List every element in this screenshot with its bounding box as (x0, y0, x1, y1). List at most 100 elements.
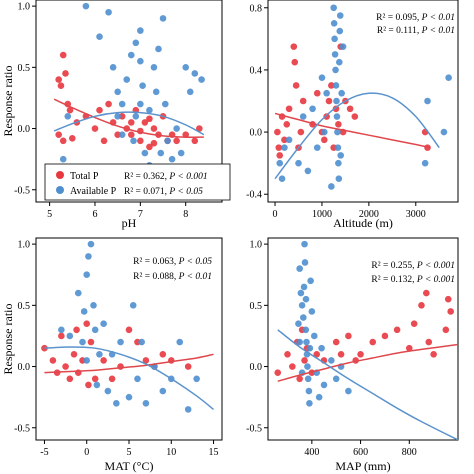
data-point (191, 70, 199, 77)
y-tick-label: 0.5 (18, 63, 31, 74)
data-point (62, 363, 69, 370)
y-axis-label: Response ratio (1, 66, 15, 137)
x-tick-label: 5 (127, 447, 132, 458)
legend-label-available-p: Available P (70, 186, 117, 197)
legend-stat-total-p: R² = 0.362, P < 0.001 (124, 172, 208, 182)
data-point (62, 70, 69, 77)
data-point (74, 289, 82, 297)
data-point (91, 326, 99, 334)
data-point (304, 167, 312, 175)
data-point (125, 326, 133, 334)
stat-label-total-p: R² = 0.095, P < 0.01 (376, 13, 455, 23)
data-point (345, 387, 352, 395)
data-point (320, 136, 328, 144)
data-point (55, 131, 62, 138)
series-total-p (274, 43, 431, 159)
legend-stat-total-p-r2: R² = 0.362, (124, 172, 167, 182)
data-point (339, 43, 347, 50)
data-point (80, 308, 88, 315)
y-tick-label: 0.0 (18, 124, 31, 135)
data-point (410, 320, 418, 327)
stat-label-total-p: R² = 0.063, P < 0.05 (133, 257, 212, 267)
data-point (290, 43, 298, 50)
data-point (310, 332, 318, 340)
stat-p: P < 0.001 (416, 261, 455, 271)
data-point (315, 393, 323, 401)
fit-curve-available-p (274, 92, 440, 180)
data-point (79, 338, 86, 346)
data-point (307, 277, 314, 285)
data-point (289, 363, 296, 370)
data-point (335, 159, 342, 167)
data-point (96, 33, 103, 41)
data-point (184, 363, 192, 370)
data-point (276, 159, 284, 167)
data-point (313, 144, 321, 151)
stat-p: P < 0.01 (421, 26, 455, 36)
data-point (283, 121, 291, 128)
y-tick-label: 0.5 (250, 301, 263, 312)
data-point (49, 357, 57, 364)
data-point (104, 387, 112, 395)
y-tick-label: 0.0 (250, 128, 263, 139)
data-point (159, 351, 167, 358)
data-point (150, 64, 158, 71)
series-available-p (59, 2, 208, 181)
x-axis-label: MAT (°C) (105, 459, 154, 473)
data-point (276, 152, 284, 159)
stat-p: P < 0.01 (421, 13, 455, 23)
data-point (296, 338, 303, 346)
data-point (100, 137, 108, 145)
y-tick-label: -0.4 (246, 190, 262, 201)
data-point (337, 152, 345, 159)
data-point (281, 136, 288, 144)
data-point (304, 375, 312, 383)
data-point (300, 283, 308, 291)
data-point (297, 289, 305, 297)
data-point (345, 332, 352, 340)
data-point (423, 289, 430, 297)
data-point (64, 113, 72, 120)
data-point (296, 375, 303, 383)
data-point (109, 64, 117, 71)
data-point (323, 113, 330, 120)
data-point (336, 27, 344, 35)
series-total-p (41, 320, 192, 389)
data-point (295, 320, 302, 327)
data-point (114, 131, 121, 138)
data-point (176, 338, 184, 346)
data-point (59, 137, 67, 145)
data-point (58, 326, 65, 334)
data-point (318, 74, 326, 81)
data-layer (274, 4, 452, 190)
data-point (381, 332, 389, 340)
plot-frame (35, 0, 223, 203)
data-point (281, 144, 288, 151)
data-point (146, 143, 153, 151)
data-point (306, 344, 314, 352)
data-point (96, 351, 103, 358)
data-point (193, 375, 200, 383)
stat-p: P < 0.05 (178, 257, 213, 267)
stat-r2: R² = 0.095, (376, 13, 421, 23)
data-point (301, 259, 309, 266)
data-point (108, 375, 116, 383)
legend-marker-available-p (56, 186, 64, 194)
data-point (132, 113, 140, 120)
data-point (274, 128, 281, 136)
data-point (330, 4, 337, 12)
plot-frame (267, 237, 459, 441)
data-point (405, 344, 413, 352)
data-point (425, 338, 433, 346)
y-tick-label: 0.5 (18, 301, 31, 312)
data-point (87, 338, 95, 346)
data-point (59, 51, 67, 59)
data-point (445, 74, 452, 81)
stat-label-available-p: R² = 0.111, P < 0.01 (377, 26, 455, 36)
data-point (58, 332, 65, 340)
series-available-p (58, 240, 200, 413)
data-point (332, 82, 340, 89)
data-point (161, 100, 169, 108)
data-point (83, 357, 91, 364)
